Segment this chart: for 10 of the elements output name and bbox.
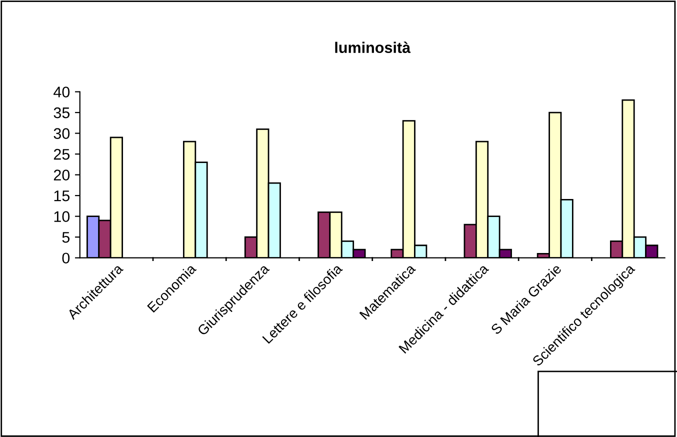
y-tick-label: 30 (54, 128, 70, 139)
y-tick-label: 5 (62, 232, 70, 243)
y-tick-label: 10 (54, 211, 70, 222)
y-tick-label: 15 (54, 190, 70, 202)
y-tick-label: 35 (54, 107, 70, 118)
y-tick-label: 40 (54, 86, 70, 98)
y-tick-label: 25 (54, 148, 70, 160)
y-tick-label: 20 (54, 170, 70, 180)
chart-title: luminosità (335, 42, 411, 54)
y-tick-label: 0 (62, 252, 70, 264)
